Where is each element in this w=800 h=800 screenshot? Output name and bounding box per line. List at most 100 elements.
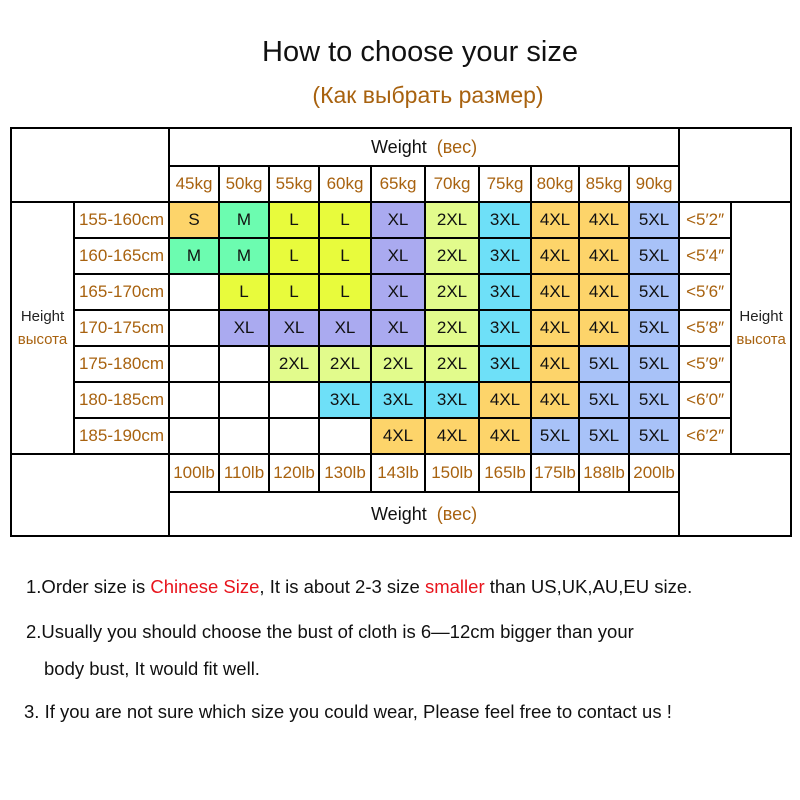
weight-label-ru: (вес)	[436, 503, 478, 524]
size-cell	[168, 273, 220, 311]
weight-lb-cell: 130lb	[318, 453, 372, 493]
size-cell: 4XL	[578, 273, 630, 311]
size-row: 175-180cm 2XL 2XL 2XL 2XL 3XL 4XL 5XL 5XL <5′9″	[11, 345, 791, 383]
note-1: 1.Order size is Chinese Size, It is abou…	[26, 576, 692, 598]
weight-footer: Weight (вес)	[167, 491, 681, 537]
size-cell: 2XL	[424, 345, 480, 383]
height-ft-cell: <5′2″	[678, 201, 733, 239]
kg-row: 45kg 50kg 55kg 60kg 65kg 70kg 75kg 80kg 85kg 90kg	[11, 165, 791, 203]
size-cell: 5XL	[627, 417, 681, 455]
height-ft-cell: <6′0″	[678, 381, 733, 419]
size-cell: 3XL	[478, 201, 532, 239]
size-cell: 2XL	[424, 309, 480, 347]
weight-label: Weight	[371, 503, 427, 524]
weight-label-ru: (вес)	[436, 136, 478, 157]
height-label-ru: высота	[736, 331, 786, 348]
weight-header: Weight (вес)	[167, 127, 681, 167]
note-1-text: , It is about 2-3 size	[259, 576, 425, 597]
size-row: 160-165cm M M L L XL 2XL 3XL 4XL 4XL 5XL <5′4″	[11, 237, 791, 275]
size-cell: 5XL	[578, 417, 630, 455]
size-cell: XL	[370, 237, 426, 275]
size-cell: 2XL	[424, 237, 480, 275]
weight-lb-cell: 165lb	[478, 453, 532, 493]
weight-lb-cell: 100lb	[168, 453, 220, 493]
size-cell: 2XL	[268, 345, 320, 383]
size-cell: 4XL	[530, 345, 580, 383]
height-ft-cell: <5′6″	[678, 273, 733, 311]
height-cm-cell: 165-170cm	[73, 273, 170, 311]
height-label-ru: высота	[17, 331, 68, 348]
size-cell: XL	[370, 201, 426, 239]
size-cell: M	[168, 237, 220, 275]
size-cell: 5XL	[578, 381, 630, 419]
size-cell: L	[268, 237, 320, 275]
size-cell: 4XL	[478, 417, 532, 455]
note-2: 2.Usually you should choose the bust of …	[26, 621, 634, 642]
note-2-continued: body bust, It would fit well.	[44, 658, 260, 679]
size-cell: 5XL	[627, 273, 681, 311]
size-cell	[268, 381, 320, 419]
note-1-highlight-chinese-size: Chinese Size	[150, 576, 260, 597]
size-cell: 3XL	[370, 381, 426, 419]
size-cell	[168, 417, 220, 455]
corner-cell	[10, 453, 170, 537]
note-1-text: than US,UK,AU,EU size.	[484, 576, 693, 597]
size-row: 165-170cm L L L XL 2XL 3XL 4XL 4XL 5XL <5′6″	[11, 273, 791, 311]
size-row: 170-175cm XL XL XL XL 2XL 3XL 4XL 4XL 5XL <5′8″	[11, 309, 791, 347]
size-cell: XL	[370, 309, 426, 347]
size-cell: 2XL	[424, 201, 480, 239]
weight-kg-cell: 60kg	[318, 165, 372, 203]
weight-kg-cell: 70kg	[424, 165, 480, 203]
size-cell: 4XL	[530, 381, 580, 419]
size-cell: 4XL	[578, 201, 630, 239]
height-cm-cell: 160-165cm	[73, 237, 170, 275]
size-cell: M	[218, 237, 270, 275]
lb-row: 100lb 110lb 120lb 130lb 143lb 150lb 165lb 175lb…	[10, 453, 793, 537]
height-label-left: Height высота	[10, 201, 75, 455]
size-cell: XL	[370, 273, 426, 311]
size-cell: 4XL	[370, 417, 426, 455]
corner-cell	[678, 127, 793, 203]
weight-lb-cell: 110lb	[218, 453, 270, 493]
size-cell: 3XL	[478, 237, 532, 275]
corner-cell	[678, 453, 793, 537]
size-cell	[168, 381, 220, 419]
size-cell: XL	[268, 309, 320, 347]
size-cell: 3XL	[424, 381, 480, 419]
weight-label: Weight	[371, 136, 427, 157]
weight-kg-cell: 45kg	[168, 165, 220, 203]
weight-lb-cell: 150lb	[424, 453, 480, 493]
size-cell: 3XL	[478, 273, 532, 311]
size-cell: 2XL	[370, 345, 426, 383]
height-ft-cell: <5′8″	[678, 309, 733, 347]
height-label-right: Height высота	[730, 201, 793, 455]
size-cell: 4XL	[578, 237, 630, 275]
size-cell: 5XL	[627, 237, 681, 275]
size-cell: 4XL	[478, 381, 532, 419]
weight-lb-cell: 175lb	[530, 453, 580, 493]
size-cell: 3XL	[478, 309, 532, 347]
weight-lb-cell: 120lb	[268, 453, 320, 493]
size-cell: 5XL	[578, 345, 630, 383]
weight-kg-cell: 85kg	[578, 165, 630, 203]
size-cell: 4XL	[530, 309, 580, 347]
size-row: 180-185cm 3XL 3XL 3XL 4XL 4XL 5XL 5XL <6′0″	[11, 381, 791, 419]
height-label: Height	[20, 308, 65, 325]
height-ft-cell: <5′4″	[678, 237, 733, 275]
weight-kg-cell: 55kg	[268, 165, 320, 203]
size-cell	[218, 345, 270, 383]
height-ft-cell: <6′2″	[678, 417, 733, 455]
size-cell: 5XL	[627, 381, 681, 419]
size-cell: 2XL	[424, 273, 480, 311]
height-cm-cell: 185-190cm	[73, 417, 170, 455]
size-cell: XL	[218, 309, 270, 347]
size-cell	[168, 309, 220, 347]
size-cell	[218, 417, 270, 455]
size-cell: 4XL	[530, 273, 580, 311]
size-cell: 3XL	[478, 345, 532, 383]
size-cell: L	[318, 273, 372, 311]
size-cell: L	[318, 201, 372, 239]
page-title: How to choose your size	[262, 36, 578, 68]
weight-lb-cell: 200lb	[627, 453, 681, 493]
size-cell: L	[268, 273, 320, 311]
